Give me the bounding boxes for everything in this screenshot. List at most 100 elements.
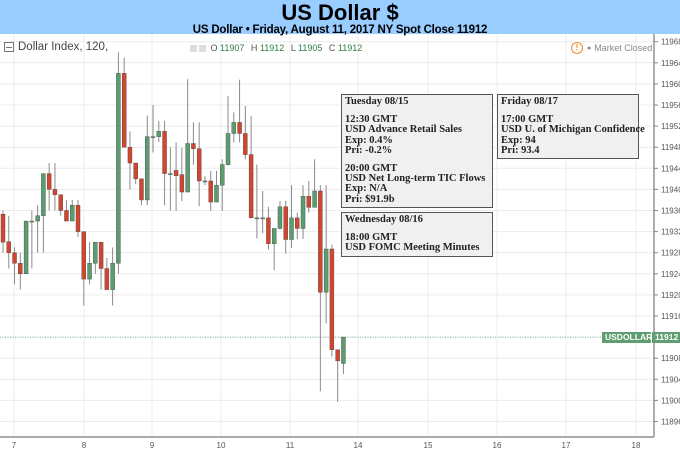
event-box-tuesday: Tuesday 08/15 12:30 GMT USD Advance Reta… xyxy=(341,94,493,208)
candle-down xyxy=(18,263,23,275)
candle-down xyxy=(191,143,196,149)
event-expected: Exp: 94 xyxy=(501,134,536,146)
y-tick-label: 11908 xyxy=(661,354,680,363)
event-time: 17:00 GMT xyxy=(501,114,554,126)
low-value: 11905 xyxy=(298,43,323,53)
y-tick-label: 11928 xyxy=(661,249,680,258)
event-prior: Pri: 93.4 xyxy=(501,144,540,156)
candle-up xyxy=(254,217,260,220)
x-tick-label: 8 xyxy=(82,441,87,449)
event-name: USD U. of Michigan Confidence xyxy=(501,124,645,136)
collapse-icon[interactable] xyxy=(4,42,14,52)
event-day: Friday 08/17 xyxy=(501,96,558,107)
event-prior: Pri: $91.9b xyxy=(345,193,395,205)
y-tick-label: 11940 xyxy=(661,185,680,194)
candle-up xyxy=(41,173,46,216)
candle-up xyxy=(156,131,161,137)
event-box-friday: Friday 08/17 17:00 GMT USD U. of Michiga… xyxy=(497,94,645,160)
candle-down xyxy=(266,217,271,244)
y-tick-label: 11936 xyxy=(661,207,680,216)
candle-down xyxy=(139,178,144,201)
market-status-text: Market Closed xyxy=(594,43,653,53)
candle-down xyxy=(121,73,127,148)
event-day: Wednesday 08/16 xyxy=(345,214,423,225)
candle-up xyxy=(93,241,98,264)
market-status: ! ● Market Closed xyxy=(571,42,652,54)
event-prior: Pri: -0.2% xyxy=(345,144,393,156)
event-name: USD FOMC Meeting Minutes xyxy=(345,242,480,254)
x-tick-label: 17 xyxy=(562,441,571,449)
candle-down xyxy=(52,189,58,195)
candle-down xyxy=(0,213,6,243)
settings-icon[interactable] xyxy=(199,45,206,53)
ohlc-readout: O 11907 H 11912 L 11905 C 11912 xyxy=(190,43,366,53)
candle-down xyxy=(208,180,213,203)
y-tick-label: 11920 xyxy=(661,291,680,300)
event-day: Tuesday 08/15 xyxy=(345,96,409,107)
candle-down xyxy=(6,241,11,253)
candle-down xyxy=(75,205,81,232)
candle-down xyxy=(81,231,86,280)
event-expected: Exp: 0.4% xyxy=(345,134,393,146)
candle-up xyxy=(312,190,317,208)
candle-down xyxy=(173,170,179,176)
candle-up xyxy=(220,164,225,186)
candle-down xyxy=(12,252,17,264)
candle-down xyxy=(196,148,202,182)
candle-down xyxy=(248,154,254,219)
candle-down xyxy=(104,268,110,290)
chart-title: US Dollar $ xyxy=(281,0,399,25)
x-tick-label: 18 xyxy=(632,441,641,449)
candle-down xyxy=(58,194,63,211)
candle-up xyxy=(260,217,265,220)
last-price-tag: 11912 xyxy=(652,332,680,343)
chart-subtitle: US Dollar • Friday, August 11, 2017 NY S… xyxy=(192,24,488,36)
candle-up xyxy=(145,136,150,201)
x-tick-label: 14 xyxy=(354,441,363,449)
candle-up xyxy=(29,220,35,223)
candle-down xyxy=(335,349,340,362)
visibility-icon[interactable] xyxy=(190,45,197,53)
chart-header: US Dollar $ US Dollar • Friday, August 1… xyxy=(0,0,680,36)
candle-up xyxy=(168,173,173,175)
low-label: L xyxy=(290,43,296,53)
status-dot-icon: ● xyxy=(587,44,592,52)
candle-up xyxy=(185,143,190,193)
candle-up xyxy=(70,205,75,222)
x-tick-label: 16 xyxy=(493,441,502,449)
candle-up xyxy=(23,220,29,275)
high-label: H xyxy=(250,43,258,53)
candle-up xyxy=(214,184,219,203)
candle-down xyxy=(64,210,69,222)
candle-up xyxy=(271,228,277,244)
candle-up xyxy=(150,136,156,138)
candlestick-chart[interactable]: 11968 11964 11960 11956 11952 11948 11944 11940… xyxy=(0,34,680,449)
candle-up xyxy=(116,73,121,264)
event-box-wednesday: Wednesday 08/16 18:00 GMT USD FOMC Meeti… xyxy=(341,212,493,257)
candle-down xyxy=(283,206,288,240)
event-time: 12:30 GMT xyxy=(345,114,398,126)
candle-up xyxy=(87,263,92,280)
high-value: 11912 xyxy=(259,43,285,53)
y-tick-label: 11956 xyxy=(661,101,680,110)
candle-down xyxy=(127,146,133,164)
y-tick-label: 11932 xyxy=(661,228,680,237)
candle-down xyxy=(179,174,185,193)
candle-down xyxy=(46,173,52,190)
candle-up xyxy=(341,336,346,364)
candle-up xyxy=(277,206,283,229)
candle-up xyxy=(300,196,306,229)
symbol-legend[interactable]: Dollar Index, 120, xyxy=(4,41,108,53)
candle-up xyxy=(110,263,115,290)
event-time: 18:00 GMT xyxy=(345,232,398,244)
candle-up xyxy=(289,217,294,240)
y-tick-label: 11952 xyxy=(661,122,680,131)
x-tick-label: 10 xyxy=(217,441,226,449)
y-tick-label: 11968 xyxy=(661,38,680,47)
y-tick-label: 11964 xyxy=(661,59,680,68)
y-tick-label: 11900 xyxy=(661,396,680,405)
y-tick-label: 11904 xyxy=(661,375,680,384)
candle-down xyxy=(237,122,242,134)
warning-icon[interactable]: ! xyxy=(571,42,583,54)
candle-up xyxy=(231,122,237,134)
